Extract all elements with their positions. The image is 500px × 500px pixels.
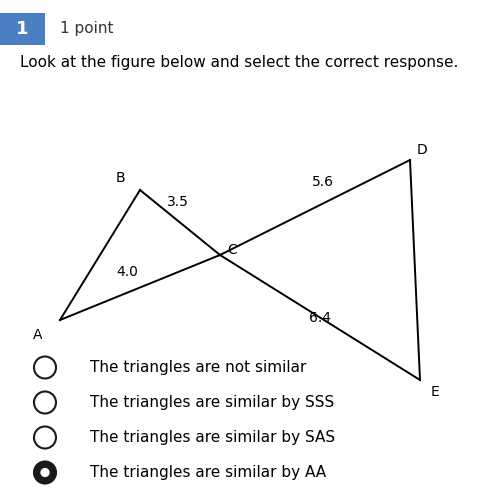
Circle shape	[34, 392, 56, 413]
Text: A: A	[33, 328, 42, 342]
Text: D: D	[417, 143, 428, 157]
Circle shape	[34, 426, 56, 448]
Text: B: B	[115, 170, 125, 184]
Circle shape	[40, 468, 50, 477]
Text: E: E	[430, 386, 440, 400]
Text: 3.5: 3.5	[166, 196, 188, 209]
Circle shape	[34, 462, 56, 483]
Text: 1 point: 1 point	[60, 21, 114, 36]
Text: The triangles are similar by AA: The triangles are similar by AA	[90, 465, 326, 480]
Text: 5.6: 5.6	[312, 176, 334, 190]
Text: 6.4: 6.4	[309, 310, 331, 324]
Text: The triangles are not similar: The triangles are not similar	[90, 360, 306, 375]
Circle shape	[34, 356, 56, 378]
Text: Look at the figure below and select the correct response.: Look at the figure below and select the …	[20, 55, 458, 70]
Text: C: C	[228, 243, 237, 257]
Text: 1: 1	[16, 20, 29, 38]
Text: The triangles are similar by SAS: The triangles are similar by SAS	[90, 430, 335, 445]
Text: 4.0: 4.0	[116, 266, 138, 280]
Text: The triangles are similar by SSS: The triangles are similar by SSS	[90, 395, 334, 410]
FancyBboxPatch shape	[0, 12, 45, 45]
